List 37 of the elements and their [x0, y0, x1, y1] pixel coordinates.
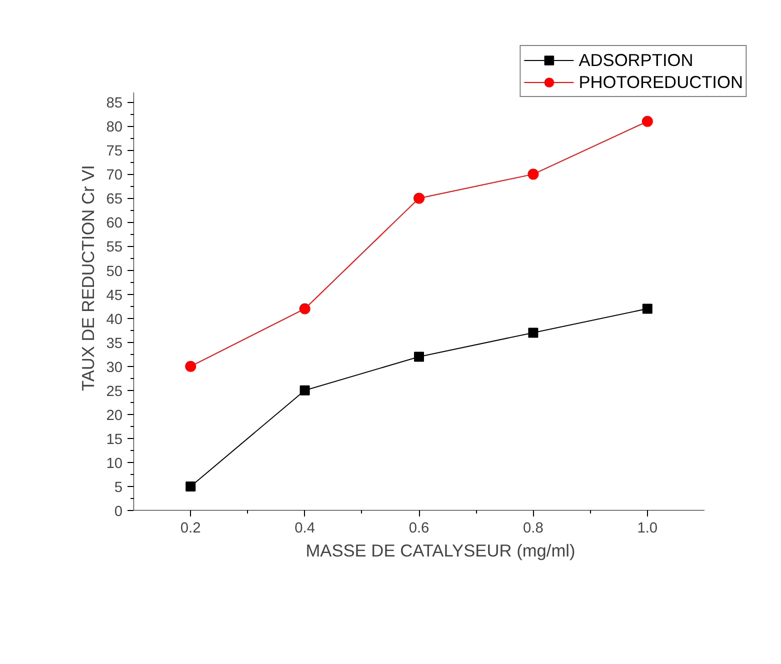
y-tick-label: 15 [106, 432, 123, 448]
y-tick-label: 25 [106, 384, 123, 400]
point [186, 481, 196, 492]
point [185, 360, 196, 372]
y-tick-label: 10 [106, 456, 123, 472]
point [528, 168, 539, 180]
point [299, 303, 310, 314]
point [414, 192, 424, 204]
y-tick-label: 60 [106, 216, 123, 232]
legend-label: ADSORPTION [578, 49, 694, 71]
x-tick-label: 0.6 [408, 520, 430, 536]
x-axis-title: MASSE DE CATALYSEUR (mg/ml) [306, 540, 576, 560]
x-tick-label: 0.2 [180, 520, 201, 536]
x-tick-label: 0.8 [523, 520, 544, 536]
y-tick-label: 35 [106, 336, 123, 352]
y-tick-label: 70 [106, 168, 123, 184]
y-tick-label: 30 [106, 360, 123, 376]
x-tick-label: 1.0 [637, 520, 658, 536]
y-tick-label: 0 [114, 504, 123, 520]
y-tick-label: 85 [106, 96, 123, 112]
y-tick-label: 20 [106, 408, 123, 424]
y-tick-label: 40 [106, 312, 123, 328]
point [414, 352, 424, 362]
x-tick-label: 0.4 [294, 520, 315, 536]
y-tick-label: 80 [106, 120, 123, 136]
y-tick-label: 5 [114, 480, 123, 496]
point [642, 116, 653, 127]
y-tick-label: 50 [106, 264, 123, 280]
y-tick-label: 75 [106, 144, 123, 160]
y-axis-title: TAUX DE REDUCTION Cr VI [78, 165, 98, 391]
point [300, 385, 310, 396]
point [642, 304, 652, 314]
y-tick-label: 55 [106, 240, 123, 256]
point [528, 328, 538, 338]
y-tick-label: 65 [106, 192, 123, 208]
legend-label: PHOTOREDUCTION [578, 71, 743, 93]
y-tick-label: 45 [106, 288, 123, 304]
